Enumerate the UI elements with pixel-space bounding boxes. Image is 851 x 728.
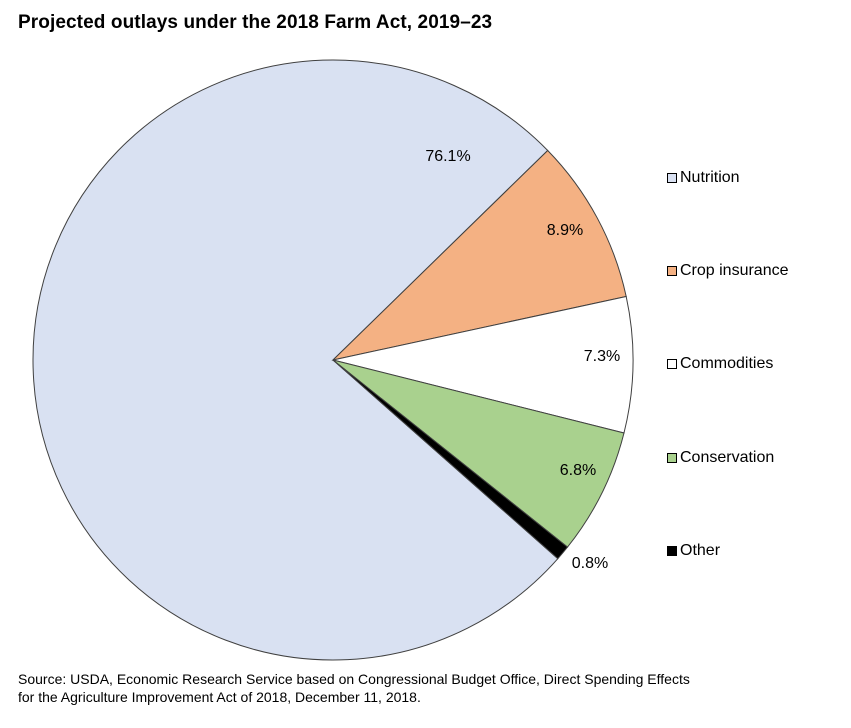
- legend-item-conservation: Conservation: [667, 448, 774, 468]
- chart-title: Projected outlays under the 2018 Farm Ac…: [18, 12, 493, 33]
- legend-swatch: [667, 359, 677, 369]
- pie-slice-conservation: [332, 359, 625, 548]
- legend-label: Commodities: [680, 355, 774, 372]
- slice-label-crop-insurance: 8.9%: [547, 222, 583, 239]
- slice-label-conservation: 6.8%: [560, 462, 596, 479]
- legend-label: Conservation: [680, 449, 775, 466]
- legend-item-commodities: Commodities: [667, 354, 773, 374]
- slice-label-other: 0.8%: [572, 555, 608, 572]
- legend-swatch: [667, 266, 677, 276]
- pie-slice-other: [332, 359, 569, 560]
- source-line-2: for the Agriculture Improvement Act of 2…: [18, 689, 421, 705]
- slice-label-commodities: 7.3%: [584, 348, 620, 365]
- pie-slices: [32, 59, 634, 661]
- pie-slice-commodities: [332, 295, 634, 434]
- legend-label: Other: [680, 542, 721, 559]
- legend-item-crop-insurance: Crop insurance: [667, 261, 789, 281]
- source-line-1: Source: USDA, Economic Research Service …: [18, 671, 690, 687]
- legend-item-nutrition: Nutrition: [667, 168, 740, 188]
- legend-item-other: Other: [667, 541, 720, 561]
- legend-label: Nutrition: [680, 169, 740, 186]
- legend-label: Crop insurance: [680, 262, 789, 279]
- pie-labels: 76.1% 8.9% 7.3% 6.8% 0.8%: [425, 148, 620, 572]
- chart-legend: Nutrition Crop insurance Commodities Conser…: [667, 0, 847, 728]
- pie-slice-crop-insurance: [331, 149, 627, 361]
- pie-slice-nutrition: [32, 59, 559, 661]
- legend-swatch: [667, 173, 677, 183]
- legend-swatch: [667, 546, 677, 556]
- slice-label-nutrition: 76.1%: [425, 148, 470, 165]
- source-note: Source: USDA, Economic Research Service …: [18, 670, 848, 706]
- legend-swatch: [667, 453, 677, 463]
